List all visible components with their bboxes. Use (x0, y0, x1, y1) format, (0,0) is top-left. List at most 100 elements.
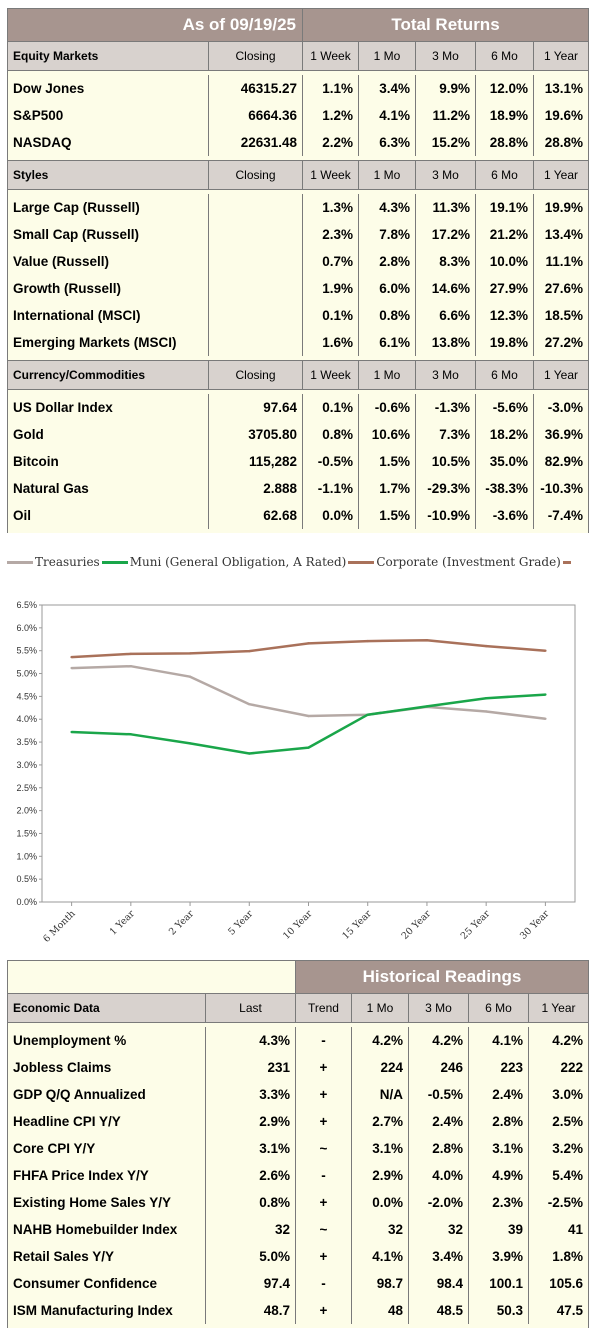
table-row: Headline CPI Y/Y 2.9% +2.7% 2.4% 2.8% 2.5% (7, 1108, 590, 1135)
trend-indicator: ~ (295, 1216, 352, 1243)
table-row: US Dollar Index 97.64 0.1% -0.6% -1.3% -5.6% -… (7, 394, 590, 421)
total-returns-table: As of 09/19/25 Total Returns Equity Mark… (6, 8, 590, 533)
return-value: 17.2% (415, 221, 476, 248)
trend-indicator: + (295, 1054, 352, 1081)
reading-value: 2.9% (351, 1162, 409, 1189)
reading-value: 100.1 (468, 1270, 529, 1297)
table-row: Jobless Claims 231 +224 246 223 222 (7, 1054, 590, 1081)
row-label: Value (Russell) (7, 248, 209, 275)
trend-indicator: + (295, 1297, 352, 1324)
reading-value: -2.5% (527, 1189, 590, 1216)
return-value: 12.3% (475, 302, 534, 329)
table-row: Oil 62.68 0.0% 1.5% -10.9% -3.6% -7.4% (7, 502, 590, 529)
column-header: 3 Mo (415, 41, 476, 71)
return-value: 12.0% (475, 75, 534, 102)
closing-value: 46315.27 (208, 75, 303, 102)
return-value: 9.9% (415, 75, 476, 102)
row-label: US Dollar Index (7, 394, 209, 421)
section-header: Currency/Commodities Closing 1 Week 1 Mo 3 M… (7, 360, 590, 390)
series-point (188, 742, 192, 745)
column-header: 3 Mo (408, 993, 469, 1023)
section-header: Styles Closing 1 Week 1 Mo 3 Mo 6 Mo 1 Year (7, 160, 590, 190)
series-point (70, 666, 73, 670)
column-header: 1 Mo (358, 360, 416, 390)
return-value: 7.8% (358, 221, 416, 248)
reading-value: 3.0% (527, 1081, 590, 1108)
reading-value: 2.8% (468, 1108, 529, 1135)
return-value: 6.1% (358, 329, 416, 356)
return-value: -3.6% (475, 502, 534, 529)
row-label: Retail Sales Y/Y (7, 1243, 206, 1270)
y-tick-label: 5.0% (16, 669, 37, 679)
row-label: Unemployment % (7, 1027, 206, 1054)
reading-value: 48.7 (205, 1297, 296, 1324)
return-value: -10.3% (532, 475, 590, 502)
series-point (366, 639, 369, 643)
reading-value: 223 (468, 1054, 529, 1081)
row-label: Emerging Markets (MSCI) (7, 329, 209, 356)
reading-value: 2.4% (408, 1108, 469, 1135)
y-tick-label: 3.0% (16, 760, 37, 770)
closing-value: 62.68 (208, 502, 303, 529)
row-label: Natural Gas (7, 475, 209, 502)
reading-value: 3.1% (205, 1135, 296, 1162)
return-value: 4.1% (358, 102, 416, 129)
series-point (307, 746, 310, 749)
row-label: S&P500 (7, 102, 209, 129)
closing-value: 3705.80 (208, 421, 303, 448)
closing-value: 2.888 (208, 475, 303, 502)
return-value: 1.3% (302, 194, 359, 221)
reading-value: 2.5% (527, 1108, 590, 1135)
legend-item: Corporate (Investment Grade) (348, 555, 561, 569)
y-tick-label: 5.5% (16, 646, 37, 656)
reading-value: 4.9% (468, 1162, 529, 1189)
reading-value: 32 (205, 1216, 296, 1243)
column-header: 1 Mo (351, 993, 409, 1023)
trend-indicator: + (295, 1189, 352, 1216)
series-point (248, 752, 251, 755)
reading-value: 4.1% (351, 1243, 409, 1270)
table-row: Core CPI Y/Y 3.1% ~3.1% 2.8% 3.1% 3.2% (7, 1135, 590, 1162)
reading-value: 48.5 (408, 1297, 469, 1324)
x-tick-label: 2 Year (167, 908, 197, 938)
return-value: 10.5% (415, 448, 476, 475)
column-header: 3 Mo (415, 160, 476, 190)
return-value: 0.8% (302, 421, 359, 448)
table-row: International (MSCI) 0.1% 0.8% 6.6% 12.3% 18.… (7, 302, 590, 329)
closing-value: 115,282 (208, 448, 303, 475)
column-header: 6 Mo (468, 993, 529, 1023)
x-tick-label: 25 Year (459, 908, 493, 942)
y-tick-label: 6.5% (16, 600, 37, 610)
return-value: -38.3% (475, 475, 534, 502)
column-header: 1 Week (302, 360, 359, 390)
y-tick-label: 6.0% (16, 623, 37, 633)
return-value: -0.5% (302, 448, 359, 475)
return-value: 6.0% (358, 275, 416, 302)
row-label: GDP Q/Q Annualized (7, 1081, 206, 1108)
y-tick-label: 0.0% (16, 897, 37, 907)
column-header: 1 Year (532, 360, 590, 390)
return-value: -3.0% (532, 394, 590, 421)
table-row: FHFA Price Index Y/Y 2.6% -2.9% 4.0% 4.9% 5.4… (7, 1162, 590, 1189)
reading-value: 2.6% (205, 1162, 296, 1189)
row-label: Bitcoin (7, 448, 209, 475)
reading-value: 1.8% (527, 1243, 590, 1270)
series-point (307, 642, 310, 645)
series-point (70, 655, 73, 659)
reading-value: 2.4% (468, 1081, 529, 1108)
reading-value: 97.4 (205, 1270, 296, 1297)
reading-value: 246 (408, 1054, 469, 1081)
return-value: 0.1% (302, 394, 359, 421)
table-row: S&P500 6664.36 1.2% 4.1% 11.2% 18.9% 19.6% (7, 102, 590, 129)
column-header: Closing (208, 41, 303, 71)
return-value: 28.8% (532, 129, 590, 156)
reading-value: 0.8% (205, 1189, 296, 1216)
y-tick-label: 0.5% (16, 874, 37, 884)
legend-swatch (348, 561, 375, 564)
title-blank (7, 960, 296, 994)
series-point (307, 714, 310, 718)
return-value: -5.6% (475, 394, 534, 421)
reading-value: 48 (351, 1297, 409, 1324)
return-value: 1.6% (302, 329, 359, 356)
return-value: 2.2% (302, 129, 359, 156)
